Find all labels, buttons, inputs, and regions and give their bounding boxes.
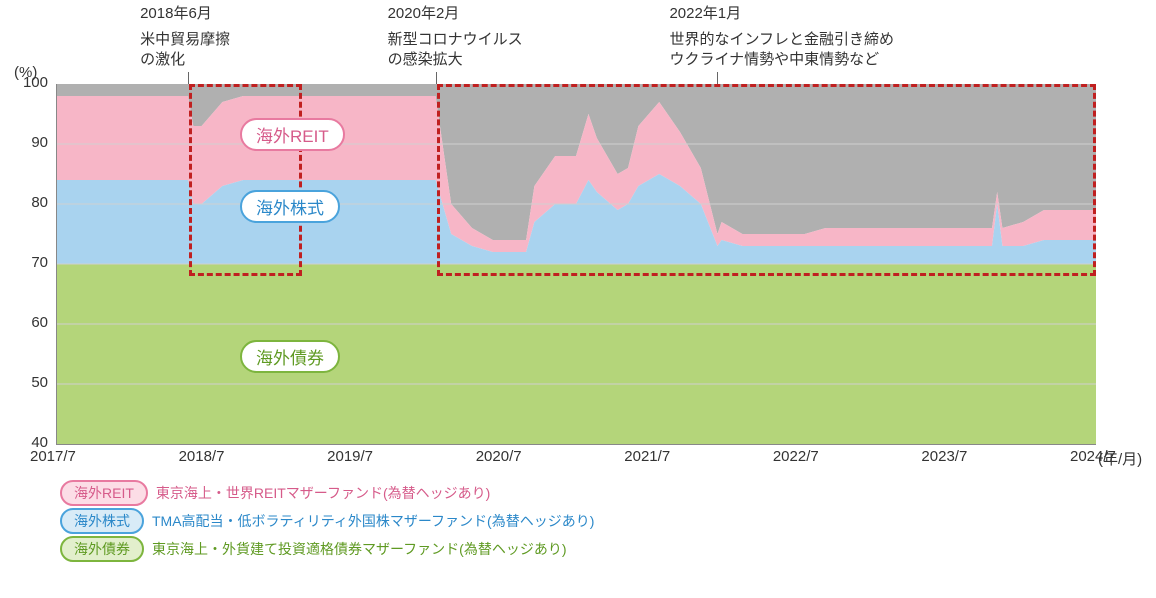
- legend-desc-equity: TMA高配当・低ボラティリティ外国株マザーファンド(為替ヘッジあり): [152, 511, 594, 531]
- y-tick-label: 80: [8, 194, 48, 211]
- plot-area: [56, 84, 1096, 444]
- legend-pill-reit: 海外REIT: [60, 480, 148, 506]
- x-tick-label: 2023/7: [921, 448, 967, 465]
- x-tick-label: 2022/7: [773, 448, 819, 465]
- event-description: 米中貿易摩擦 の激化: [140, 30, 230, 71]
- series-label-bond: 海外債券: [240, 340, 340, 373]
- x-tick-label: 2021/7: [624, 448, 670, 465]
- x-tick-label: 2019/7: [327, 448, 373, 465]
- event-date: 2022年1月: [669, 4, 741, 24]
- series-bond: [56, 264, 1096, 444]
- legend-desc-reit: 東京海上・世界REITマザーファンド(為替ヘッジあり): [156, 483, 490, 503]
- x-tick-label: 2024/7: [1070, 448, 1116, 465]
- event-connector: [188, 72, 189, 84]
- event-connector: [717, 72, 718, 84]
- chart-container: (%) (年/月) 4050607080901002017/72018/7201…: [0, 0, 1156, 598]
- event-date: 2020年2月: [388, 4, 460, 24]
- series-label-equity: 海外株式: [240, 190, 340, 223]
- event-description: 新型コロナウイルス の感染拡大: [388, 30, 523, 71]
- event-description: 世界的なインフレと金融引き締め ウクライナ情勢や中東情勢など: [669, 30, 894, 71]
- legend-row-bond: 海外債券東京海上・外貨建て投資適格債券マザーファンド(為替ヘッジあり): [60, 536, 566, 562]
- x-axis-line: [56, 444, 1096, 445]
- legend-row-equity: 海外株式 TMA高配当・低ボラティリティ外国株マザーファンド(為替ヘッジあり): [60, 508, 594, 534]
- event-date: 2018年6月: [140, 4, 212, 24]
- y-tick-label: 100: [8, 74, 48, 91]
- legend-row-reit: 海外REIT 東京海上・世界REITマザーファンド(為替ヘッジあり): [60, 480, 490, 506]
- legend-pill-equity: 海外株式: [60, 508, 144, 534]
- x-tick-label: 2020/7: [476, 448, 522, 465]
- legend-desc-bond: 東京海上・外貨建て投資適格債券マザーファンド(為替ヘッジあり): [152, 539, 566, 559]
- y-axis-line: [56, 84, 57, 444]
- y-tick-label: 50: [8, 374, 48, 391]
- series-label-reit: 海外REIT: [240, 118, 345, 151]
- y-tick-label: 70: [8, 254, 48, 271]
- x-tick-label: 2018/7: [179, 448, 225, 465]
- legend-pill-bond: 海外債券: [60, 536, 144, 562]
- y-tick-label: 90: [8, 134, 48, 151]
- event-connector: [436, 72, 437, 84]
- x-tick-label: 2017/7: [30, 448, 76, 465]
- y-tick-label: 60: [8, 314, 48, 331]
